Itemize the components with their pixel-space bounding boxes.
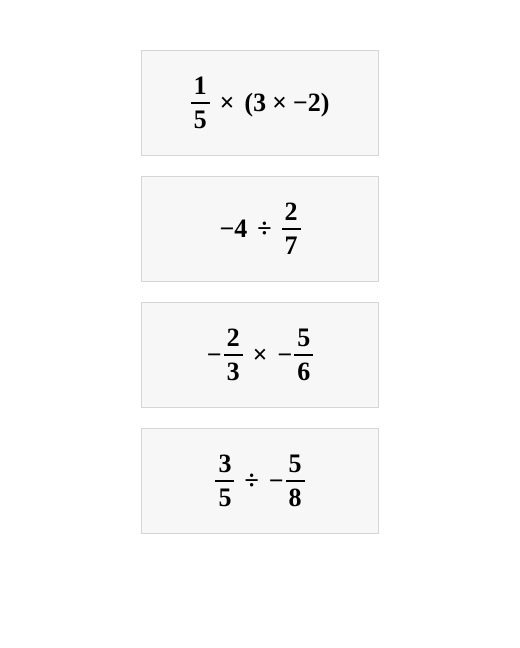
numerator: 5: [294, 325, 313, 354]
operand: 4: [234, 214, 247, 244]
numerator: 2: [282, 199, 301, 228]
paren-group: ( 3 × − 2 ): [244, 88, 329, 118]
negative-fraction: − 2 3: [207, 325, 243, 385]
expression-card: 3 5 ÷ − 5 8: [141, 428, 379, 534]
negative-sign: −: [293, 88, 308, 118]
denominator: 7: [282, 228, 301, 259]
numerator: 2: [224, 325, 243, 354]
negative-sign: −: [269, 466, 286, 496]
divide-operator: ÷: [238, 466, 264, 496]
fraction: 5 8: [286, 451, 305, 511]
negative-fraction: − 5 6: [277, 325, 313, 385]
negative-sign: −: [207, 340, 224, 370]
math-expression: − 2 3 × − 5 6: [207, 325, 313, 385]
negative-fraction: − 5 8: [269, 451, 305, 511]
multiply-operator: ×: [247, 340, 274, 370]
operand: 2: [308, 88, 321, 118]
denominator: 5: [215, 480, 234, 511]
paren-close: ): [321, 88, 330, 118]
fraction: 2 3: [224, 325, 243, 385]
expression-card: − 2 3 × − 5 6: [141, 302, 379, 408]
math-expression: − 4 ÷ 2 7: [219, 199, 300, 259]
expression-card: − 4 ÷ 2 7: [141, 176, 379, 282]
numerator: 3: [215, 451, 234, 480]
denominator: 5: [191, 102, 210, 133]
negative-sign: −: [219, 214, 234, 244]
denominator: 6: [294, 354, 313, 385]
denominator: 8: [286, 480, 305, 511]
denominator: 3: [224, 354, 243, 385]
math-expression: 1 5 × ( 3 × − 2 ): [191, 73, 330, 133]
fraction: 5 6: [294, 325, 313, 385]
negative-sign: −: [277, 340, 294, 370]
numerator: 5: [286, 451, 305, 480]
fraction: 2 7: [282, 199, 301, 259]
divide-operator: ÷: [251, 214, 277, 244]
numerator: 1: [191, 73, 210, 102]
expression-card: 1 5 × ( 3 × − 2 ): [141, 50, 379, 156]
math-expression: 3 5 ÷ − 5 8: [215, 451, 304, 511]
fraction: 1 5: [191, 73, 210, 133]
operand: 3: [253, 88, 266, 118]
multiply-operator: ×: [266, 88, 293, 118]
multiply-operator: ×: [214, 88, 241, 118]
fraction: 3 5: [215, 451, 234, 511]
paren-open: (: [244, 88, 253, 118]
negative-integer: − 4: [219, 214, 247, 244]
